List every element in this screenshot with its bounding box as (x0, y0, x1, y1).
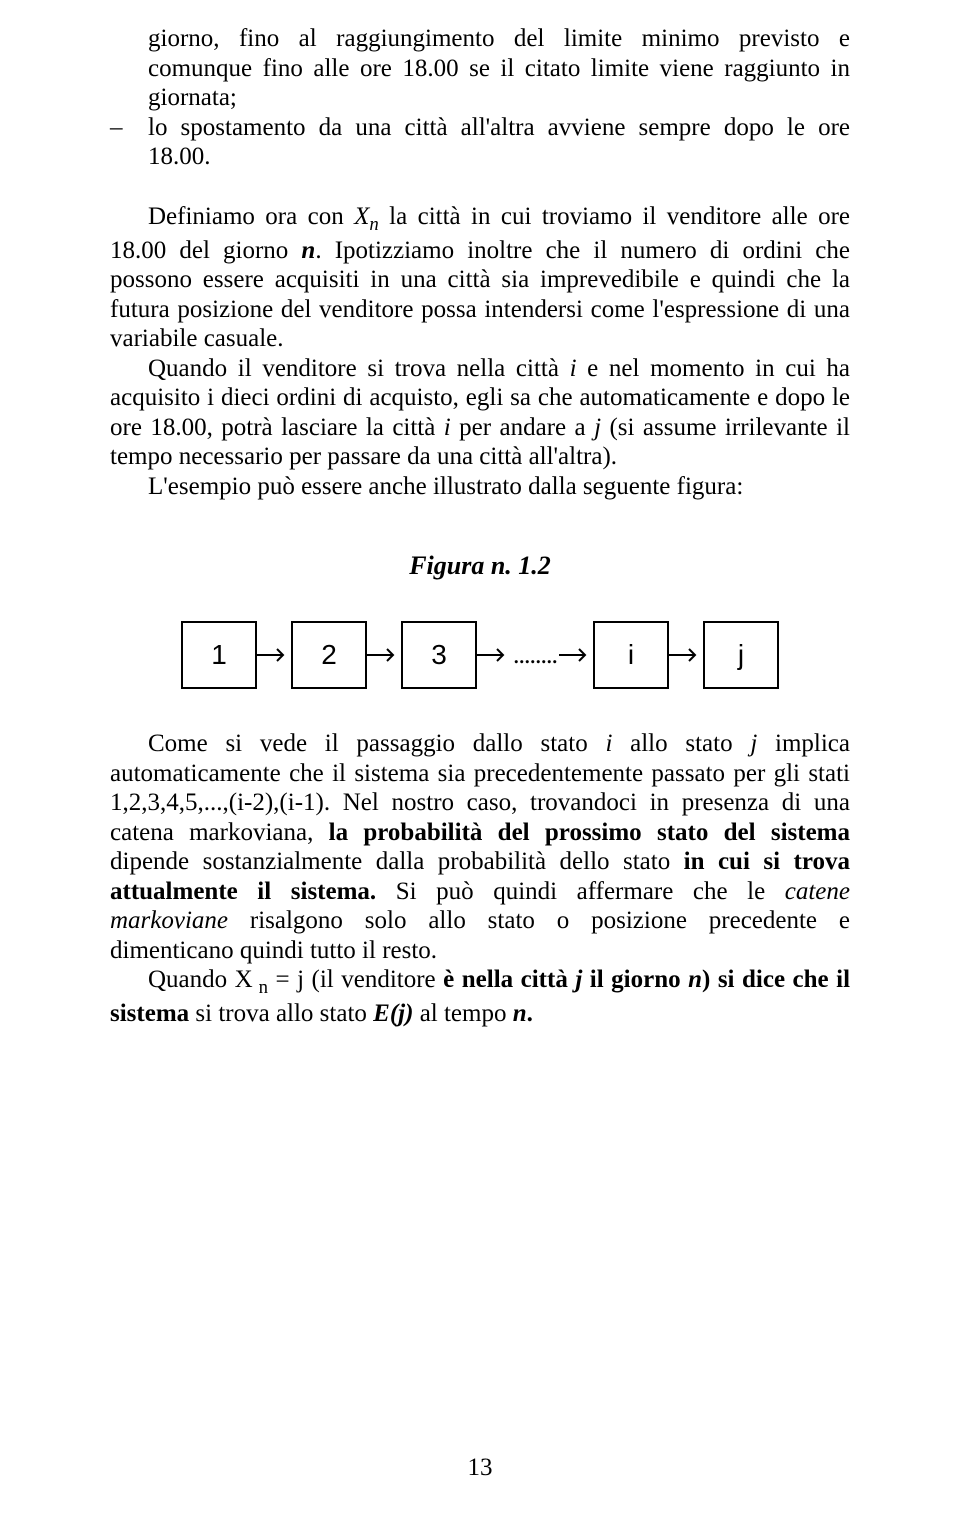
paragraph-esempio: L'esempio può essere anche illustrato da… (110, 472, 850, 502)
p6-sub: n (253, 977, 268, 998)
p5-mid3: dipende sostanzialmente dalla probabilit… (110, 848, 684, 875)
p6-mid2: si trova allo stato (189, 1000, 373, 1027)
p5-bold1: la probabilità del prossimo stato del si… (329, 819, 850, 846)
diagram-node-1: 1 (181, 621, 257, 689)
paragraph-definition: Definiamo ora con Xn la città in cui tro… (110, 202, 850, 354)
list-item-2: lo spostamento da una città all'altra av… (110, 113, 850, 172)
p5-mid1: allo stato (612, 730, 750, 757)
p3-mid2: per andare a (451, 414, 594, 441)
page-number: 13 (0, 1454, 960, 1482)
figure-title: Figura n. 1.2 (110, 551, 850, 581)
p6-period: . (527, 1000, 533, 1027)
spacer (110, 501, 850, 551)
p6-pre: Quando X (148, 966, 253, 993)
arrow-icon (669, 645, 703, 665)
variable-X-sub: n (369, 214, 378, 235)
list1-text: giorno, fino al raggiungimento del limit… (148, 25, 850, 111)
page: giorno, fino al raggiungimento del limit… (0, 0, 960, 1516)
spacer (110, 172, 850, 202)
p2-pre: Definiamo ora con (148, 203, 354, 230)
arrow-icon (257, 645, 291, 665)
p4-text: L'esempio può essere anche illustrato da… (148, 473, 743, 500)
p6-mid1: = j (il venditore (268, 966, 443, 993)
variable-X: X (354, 203, 369, 230)
paragraph-passaggio: Come si vede il passaggio dallo stato i … (110, 729, 850, 965)
paragraph-quando: Quando il venditore si trova nella città… (110, 354, 850, 472)
p6-bold1-pre: è nella città (443, 966, 575, 993)
p6-ej: E(j) (373, 1000, 413, 1027)
p6-n2: n (513, 1000, 527, 1027)
diagram-node-j: j (703, 621, 779, 689)
p6-bold1-mid: il giorno (582, 966, 688, 993)
list-item-continuation: giorno, fino al raggiungimento del limit… (110, 24, 850, 113)
arrow-icon (477, 645, 511, 665)
diagram-node-2: 2 (291, 621, 367, 689)
paragraph-quando-xn: Quando X n = j (il venditore è nella cit… (110, 965, 850, 1029)
p5-pre: Come si vede il passaggio dallo stato (148, 730, 605, 757)
diagram-node-i: i (593, 621, 669, 689)
p6-mid3: al tempo (413, 1000, 512, 1027)
list2-text: lo spostamento da una città all'altra av… (148, 114, 850, 171)
arrow-icon (559, 645, 593, 665)
p3-i1: i (570, 355, 577, 382)
diagram-node-3: 3 (401, 621, 477, 689)
p3-pre: Quando il venditore si trova nella città (148, 355, 570, 382)
markov-chain-diagram: 1 2 3 ........ i j (110, 621, 850, 689)
variable-n: n (301, 237, 315, 264)
p3-j: j (594, 414, 601, 441)
p6-bold1-n: n (688, 966, 702, 993)
p3-i2: i (444, 414, 451, 441)
p5-mid4: Si può quindi affermare che le (376, 878, 785, 905)
diagram-ellipsis: ........ (511, 640, 559, 670)
arrow-icon (367, 645, 401, 665)
